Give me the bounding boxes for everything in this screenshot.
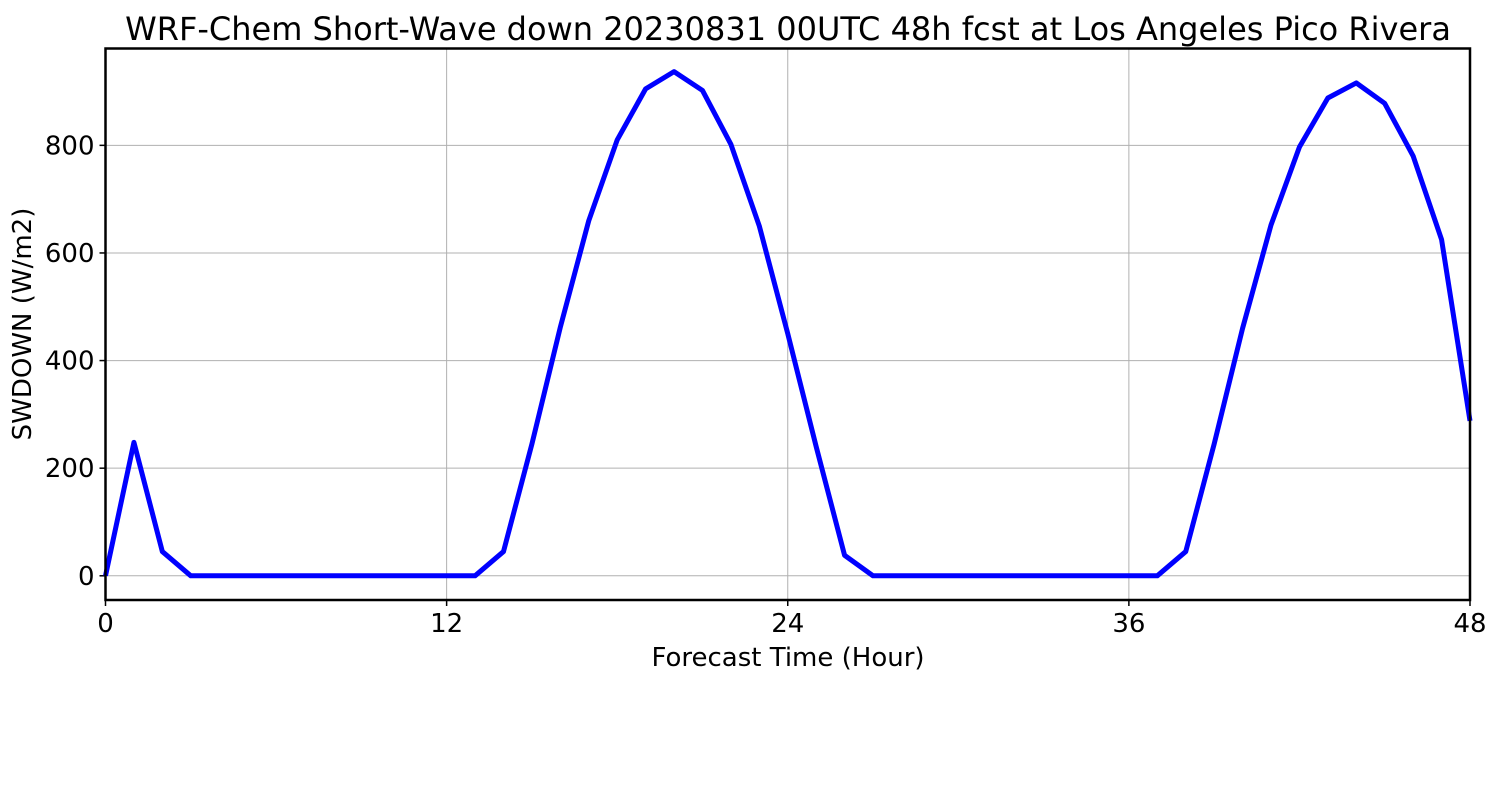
- y-tick-label: 800: [45, 131, 95, 161]
- x-tick-label: 24: [771, 609, 804, 639]
- y-tick-label: 200: [45, 454, 95, 484]
- y-tick-label: 0: [78, 562, 95, 592]
- y-axis-label: SWDOWN (W/m2): [8, 208, 38, 441]
- x-tick-label: 48: [1453, 609, 1486, 639]
- chart-title: WRF-Chem Short-Wave down 20230831 00UTC …: [125, 10, 1451, 48]
- y-tick-label: 400: [45, 347, 95, 377]
- x-tick-label: 36: [1112, 609, 1145, 639]
- swdown-series-line: [103, 69, 1473, 579]
- ticks: 0 12 24 36 48 0 200 400 600 800: [45, 131, 1487, 639]
- y-tick-label: 600: [45, 239, 95, 269]
- plot-frame: [104, 47, 1472, 602]
- x-tick-label: 0: [97, 609, 114, 639]
- series-layer: [103, 69, 1473, 579]
- x-tick-label: 12: [430, 609, 463, 639]
- x-axis-label: Forecast Time (Hour): [651, 643, 924, 673]
